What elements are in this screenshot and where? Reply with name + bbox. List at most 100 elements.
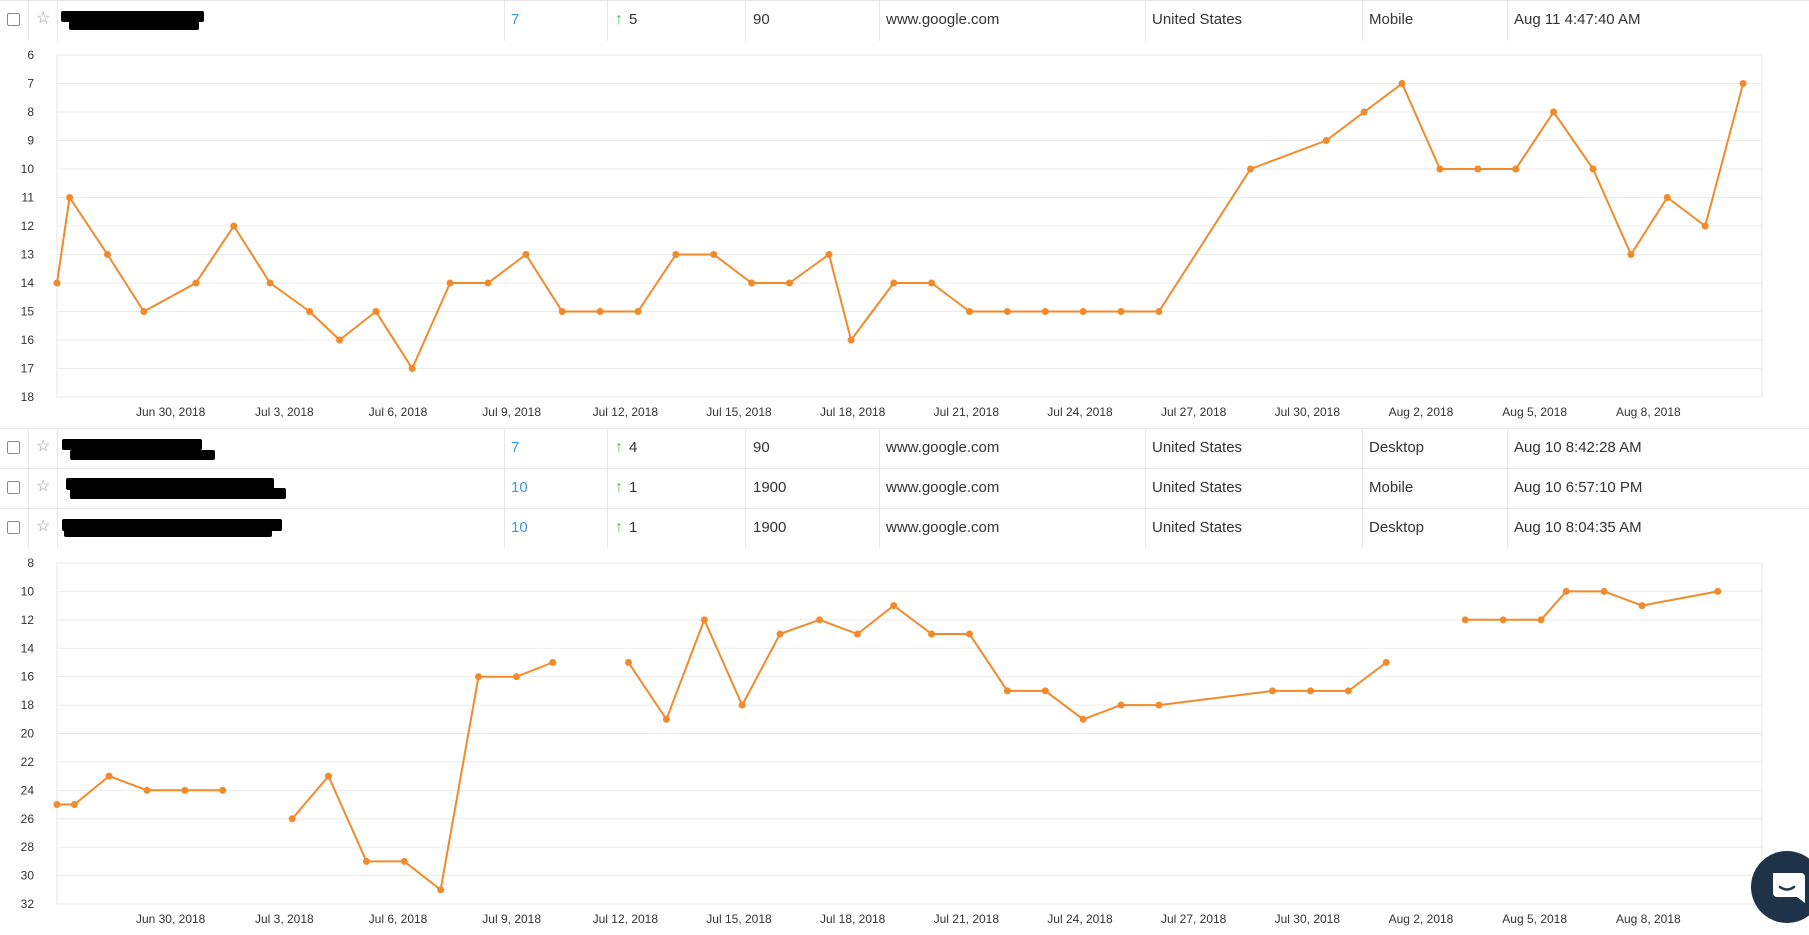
data-point[interactable]: [672, 251, 680, 258]
data-point[interactable]: [1041, 687, 1049, 695]
data-point[interactable]: [1155, 308, 1163, 315]
data-point[interactable]: [1739, 80, 1747, 87]
rank-link[interactable]: 10: [511, 519, 528, 536]
data-point[interactable]: [662, 715, 670, 723]
data-point[interactable]: [1512, 165, 1520, 173]
data-point[interactable]: [408, 365, 416, 372]
data-point[interactable]: [1499, 616, 1507, 624]
data-point[interactable]: [288, 815, 296, 823]
data-point[interactable]: [446, 279, 454, 287]
data-point[interactable]: [140, 308, 148, 315]
data-point[interactable]: [1003, 687, 1011, 695]
data-point[interactable]: [549, 658, 557, 666]
data-point[interactable]: [786, 279, 794, 287]
data-point[interactable]: [596, 308, 604, 315]
data-point[interactable]: [965, 308, 973, 315]
data-point[interactable]: [522, 251, 530, 258]
data-point[interactable]: [53, 279, 61, 287]
chat-button[interactable]: [1751, 851, 1809, 923]
table-row[interactable]: ☆ 7 ↑ 4 90 www.google.com United States D…: [0, 428, 1809, 470]
data-point[interactable]: [1247, 165, 1254, 173]
data-point[interactable]: [336, 336, 344, 344]
star-icon[interactable]: ☆: [36, 10, 51, 27]
data-point[interactable]: [853, 630, 861, 638]
data-point[interactable]: [1269, 687, 1277, 695]
data-point[interactable]: [1600, 587, 1608, 595]
star-icon[interactable]: ☆: [36, 518, 51, 535]
data-point[interactable]: [1344, 687, 1352, 695]
data-point[interactable]: [776, 630, 784, 638]
checkbox-icon[interactable]: [7, 13, 20, 26]
data-point[interactable]: [1003, 308, 1011, 315]
data-point[interactable]: [928, 279, 936, 287]
data-point[interactable]: [634, 308, 642, 315]
data-point[interactable]: [400, 857, 408, 865]
star-icon[interactable]: ☆: [36, 478, 51, 495]
data-point[interactable]: [1562, 587, 1570, 595]
data-point[interactable]: [1638, 602, 1646, 610]
data-point[interactable]: [1079, 308, 1087, 315]
data-point[interactable]: [219, 786, 227, 794]
data-point[interactable]: [1701, 222, 1709, 230]
data-point[interactable]: [1461, 616, 1469, 624]
star-icon[interactable]: ☆: [36, 438, 51, 455]
data-point[interactable]: [738, 701, 746, 709]
data-point[interactable]: [484, 279, 492, 287]
checkbox-icon[interactable]: [7, 481, 20, 494]
data-point[interactable]: [890, 602, 898, 610]
data-point[interactable]: [1474, 165, 1482, 173]
table-row[interactable]: ☆ 10 ↑ 1 1900 www.google.com United State…: [0, 508, 1809, 550]
data-point[interactable]: [1436, 165, 1444, 173]
data-point[interactable]: [928, 630, 936, 638]
data-point[interactable]: [1117, 701, 1125, 709]
checkbox-icon[interactable]: [7, 521, 20, 534]
data-point[interactable]: [624, 658, 632, 666]
data-point[interactable]: [1306, 687, 1314, 695]
data-point[interactable]: [70, 801, 78, 809]
data-point[interactable]: [512, 673, 520, 681]
data-point[interactable]: [700, 616, 708, 624]
data-point[interactable]: [965, 630, 973, 638]
data-point[interactable]: [825, 251, 833, 258]
data-point[interactable]: [1398, 80, 1406, 87]
data-point[interactable]: [1589, 165, 1597, 173]
data-point[interactable]: [143, 786, 151, 794]
data-point[interactable]: [1714, 587, 1722, 595]
data-point[interactable]: [890, 279, 898, 287]
data-point[interactable]: [325, 772, 333, 780]
data-point[interactable]: [53, 801, 61, 809]
data-point[interactable]: [1155, 701, 1163, 709]
data-point[interactable]: [230, 222, 238, 230]
data-point[interactable]: [847, 336, 855, 344]
data-point[interactable]: [1550, 108, 1558, 116]
data-point[interactable]: [266, 279, 274, 287]
data-point[interactable]: [1537, 616, 1545, 624]
table-row[interactable]: ☆ 7 ↑ 5 90 www.google.com United States M…: [0, 0, 1809, 42]
data-point[interactable]: [1360, 108, 1368, 116]
data-point[interactable]: [1382, 658, 1390, 666]
data-point[interactable]: [372, 308, 380, 315]
rank-link[interactable]: 10: [511, 479, 528, 496]
data-point[interactable]: [816, 616, 824, 624]
data-point[interactable]: [362, 857, 370, 865]
data-point[interactable]: [558, 308, 566, 315]
checkbox-icon[interactable]: [7, 441, 20, 454]
data-point[interactable]: [437, 886, 445, 894]
data-point[interactable]: [306, 308, 314, 315]
data-point[interactable]: [192, 279, 200, 287]
data-point[interactable]: [1322, 137, 1330, 144]
data-point[interactable]: [181, 786, 189, 794]
rank-link[interactable]: 7: [511, 11, 520, 28]
table-row[interactable]: ☆ 10 ↑ 1 1900 www.google.com United State…: [0, 468, 1809, 510]
data-point[interactable]: [1117, 308, 1125, 315]
data-point[interactable]: [1627, 251, 1635, 258]
data-point[interactable]: [105, 772, 113, 780]
data-point[interactable]: [66, 194, 74, 201]
data-point[interactable]: [748, 279, 756, 287]
rank-link[interactable]: 7: [511, 439, 520, 456]
data-point[interactable]: [710, 251, 718, 258]
data-point[interactable]: [1041, 308, 1049, 315]
data-point[interactable]: [104, 251, 112, 258]
data-point[interactable]: [475, 673, 483, 681]
data-point[interactable]: [1079, 715, 1087, 723]
